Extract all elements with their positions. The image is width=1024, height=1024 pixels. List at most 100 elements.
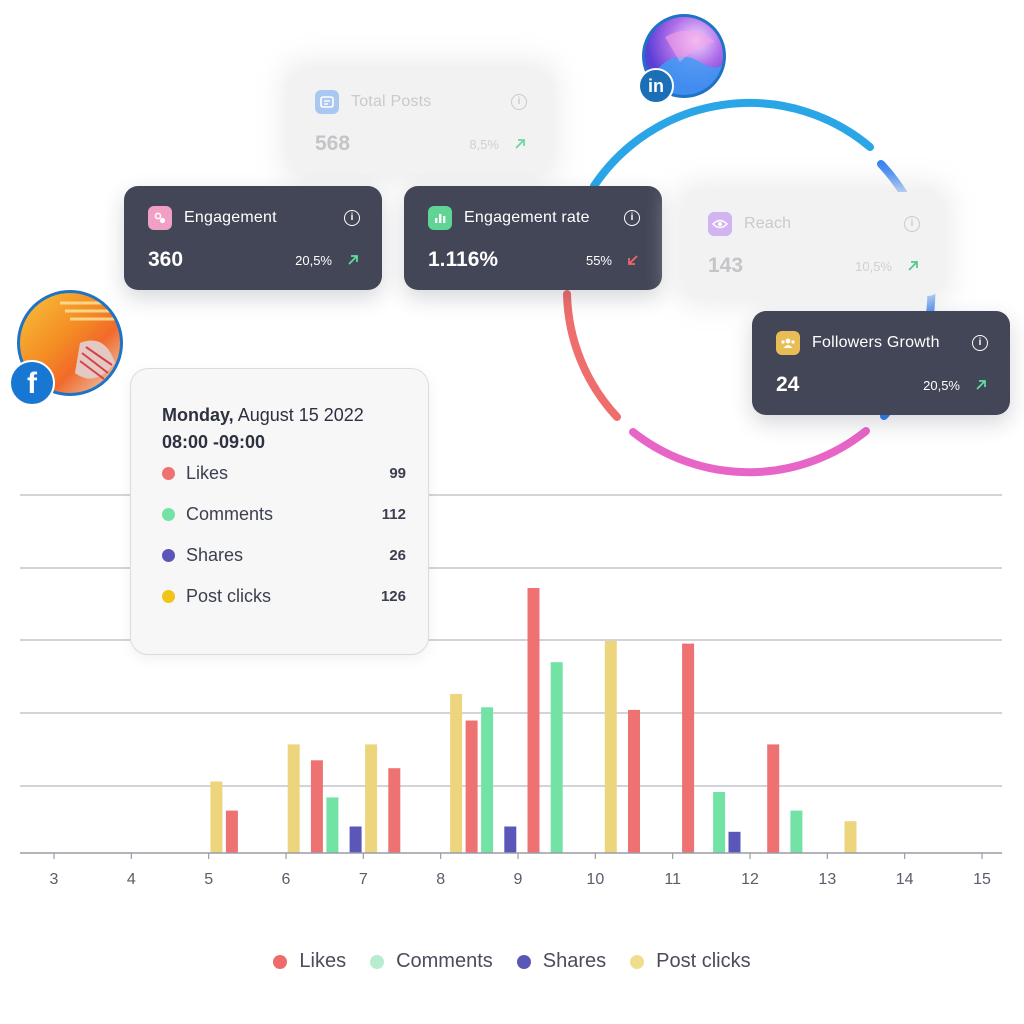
x-tick-label: 10	[586, 871, 604, 888]
x-tick-label: 15	[973, 871, 991, 888]
x-tick-label: 3	[50, 871, 59, 888]
x-tick-label: 7	[359, 871, 368, 888]
bar-post-clicks-1[interactable]	[210, 781, 223, 854]
bar-post-clicks-6[interactable]	[844, 821, 857, 853]
legend-item-comments[interactable]: Comments	[370, 950, 493, 973]
card-value: 568	[315, 132, 351, 155]
tooltip-row-value: 126	[380, 588, 406, 605]
bar-shares-1[interactable]	[349, 826, 362, 854]
card-label: Followers Growth	[812, 334, 940, 351]
info-icon[interactable]: i	[624, 210, 640, 226]
bar-comments-1[interactable]	[326, 797, 339, 853]
bar-likes-2[interactable]	[310, 760, 323, 854]
legend-item-post-clicks[interactable]: Post clicks	[630, 950, 751, 973]
card-percent: 8,5%	[469, 136, 499, 152]
linkedin-avatar[interactable]	[642, 14, 726, 98]
legend-item-shares[interactable]: Shares	[516, 950, 607, 973]
card-engagement[interactable]: Engagement i 360 20,5%	[124, 186, 382, 290]
chart-tooltip: Monday, August 15 2022 08:00 -09:00 Like…	[130, 368, 429, 655]
bar-post-clicks-5[interactable]	[604, 641, 617, 853]
x-tick-label: 13	[818, 871, 836, 888]
card-value: 360	[148, 248, 184, 271]
tooltip-date: Monday, August 15 2022	[162, 405, 406, 426]
bar-likes-7[interactable]	[682, 643, 695, 853]
bar-post-clicks-2[interactable]	[287, 744, 300, 853]
bar-comments-2[interactable]	[481, 707, 494, 854]
ring-arc-blue	[590, 98, 874, 190]
tooltip-time: 08:00 -09:00	[162, 432, 266, 452]
arrow-up-icon	[348, 255, 358, 265]
legend-dot	[273, 954, 288, 969]
legend-label: Post clicks	[656, 950, 751, 972]
tooltip-row-comments: Comments 112	[162, 494, 406, 535]
x-ticks: 3 4 5 6 7 8 9 10 11 12 13 14 15	[50, 853, 991, 888]
card-value: 1.116%	[428, 248, 499, 271]
card-value: 24	[776, 373, 800, 396]
bar-shares-2[interactable]	[504, 826, 517, 854]
card-total-posts[interactable]: Total Posts i 568 8,5%	[291, 70, 549, 174]
tooltip-row-value: 112	[381, 506, 406, 523]
bar-comments-4[interactable]	[713, 792, 726, 853]
x-tick-label: 14	[896, 871, 914, 888]
chart-legend: Likes Comments Shares Post clicks	[0, 950, 1024, 973]
card-label: Total Posts	[351, 93, 432, 110]
x-tick-label: 5	[204, 871, 213, 888]
card-label: Engagement rate	[464, 209, 590, 226]
engagement-icon	[148, 206, 172, 230]
legend-item-likes[interactable]: Likes	[273, 950, 346, 973]
linkedin-icon: in	[638, 68, 674, 104]
card-label: Engagement	[184, 209, 277, 226]
arrow-up-icon	[976, 380, 986, 390]
bar-likes-8[interactable]	[767, 744, 780, 853]
card-percent: 10,5%	[855, 258, 892, 274]
card-percent: 20,5%	[923, 377, 960, 393]
legend-label: Shares	[542, 950, 607, 972]
bar-comments-3[interactable]	[550, 662, 563, 853]
card-label: Reach	[744, 215, 792, 232]
bar-likes-3[interactable]	[388, 768, 401, 853]
legend-label: Comments	[396, 950, 493, 972]
likes-dot	[162, 467, 175, 480]
arrow-down-icon	[628, 255, 638, 265]
ring-arc-pink	[629, 427, 870, 477]
info-icon[interactable]: i	[904, 216, 920, 232]
bars	[210, 588, 857, 854]
tooltip-row-name: Likes	[186, 463, 229, 483]
card-reach[interactable]: Reach i 143 10,5%	[684, 192, 942, 296]
info-icon[interactable]: i	[344, 210, 360, 226]
bar-likes-1[interactable]	[225, 810, 238, 853]
tooltip-row-shares: Shares 26	[162, 535, 406, 576]
bar-post-clicks-4[interactable]	[450, 694, 463, 853]
ring-arc-red	[563, 290, 621, 421]
legend-dot	[630, 954, 645, 969]
tooltip-row-name: Comments	[186, 504, 274, 524]
bar-likes-4[interactable]	[465, 720, 478, 854]
arrow-up-icon	[908, 261, 918, 271]
card-percent: 55%	[585, 252, 612, 268]
arrow-up-icon	[515, 139, 525, 149]
bar-shares-3[interactable]	[728, 831, 741, 853]
x-tick-label: 8	[436, 871, 445, 888]
x-tick-label: 12	[741, 871, 759, 888]
x-tick-label: 9	[514, 871, 523, 888]
card-percent: 20,5%	[295, 252, 332, 268]
posts-icon	[315, 90, 339, 114]
legend-dot	[370, 954, 385, 969]
followers-icon	[776, 331, 800, 355]
bar-likes-5[interactable]	[527, 588, 540, 853]
bar-likes-6[interactable]	[628, 709, 640, 853]
tooltip-row-name: Post clicks	[186, 586, 272, 606]
card-value: 143	[708, 254, 744, 277]
tooltip-date-text: August 15 2022	[237, 405, 364, 425]
bar-comments-5[interactable]	[790, 810, 803, 853]
info-icon[interactable]: i	[972, 335, 988, 351]
x-tick-label: 4	[127, 871, 136, 888]
card-engagement-rate[interactable]: Engagement rate i 1.116% 55%	[404, 186, 662, 290]
card-followers-growth[interactable]: Followers Growth i 24 20,5%	[752, 311, 1010, 415]
bar-post-clicks-3[interactable]	[365, 744, 378, 853]
shares-dot	[162, 549, 175, 562]
tooltip-row-value: 26	[389, 547, 406, 564]
info-icon[interactable]: i	[511, 94, 527, 110]
tooltip-row-post-clicks: Post clicks 126	[162, 576, 406, 617]
eye-icon	[708, 212, 732, 236]
